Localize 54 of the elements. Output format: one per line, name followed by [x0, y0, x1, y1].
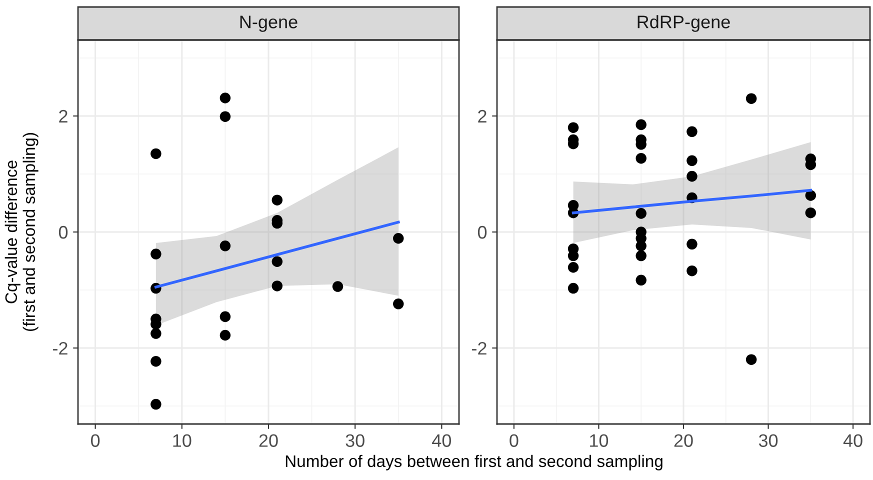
x-tick-label: 10: [173, 434, 192, 447]
y-tick-label: 0: [478, 226, 487, 239]
point: [150, 148, 162, 160]
x-tick-label: 40: [432, 434, 452, 447]
y-axis-title: Cq-value difference (first and second sampling): [4, 132, 38, 332]
point: [636, 208, 646, 219]
point: [746, 93, 757, 104]
point: [272, 256, 283, 267]
x-tick-label: 30: [346, 434, 364, 447]
point: [805, 207, 816, 218]
point: [150, 356, 162, 367]
point: [636, 250, 646, 262]
point: [636, 119, 646, 130]
point: [568, 282, 579, 294]
point: [150, 248, 162, 260]
x-tick-label: 0: [510, 434, 518, 447]
x-tick-label: 40: [843, 434, 862, 447]
x-axis-title: Number of days between first and second sampling: [286, 454, 662, 470]
x-tick-label: 0: [91, 434, 100, 447]
point: [272, 194, 283, 206]
point: [636, 274, 646, 286]
point: [686, 170, 698, 182]
point: [568, 262, 579, 273]
point: [150, 328, 162, 339]
x-tick-label: 10: [590, 434, 608, 447]
y-tick-label: 2: [478, 110, 486, 123]
point: [220, 111, 231, 122]
point: [686, 155, 698, 166]
point: [220, 92, 231, 104]
chart-title: RdRP-gene: [638, 15, 730, 32]
point: [805, 190, 816, 201]
point: [636, 240, 646, 252]
point: [150, 398, 162, 410]
point: [686, 238, 698, 250]
point: [393, 298, 404, 310]
x-tick-label: 20: [674, 434, 693, 447]
chart-title: N-gene: [240, 16, 298, 32]
point: [686, 126, 698, 138]
point: [686, 265, 698, 276]
point: [636, 152, 646, 164]
point: [332, 281, 344, 292]
point: [272, 280, 283, 292]
point: [220, 311, 231, 322]
point: [568, 122, 579, 133]
y-tick-label: 2: [59, 110, 68, 123]
point: [746, 354, 757, 365]
point: [220, 240, 231, 252]
y-tick-label: 0: [58, 226, 68, 239]
x-tick-label: 30: [758, 434, 778, 447]
point: [220, 330, 231, 341]
x-tick-label: 20: [259, 434, 278, 447]
y-tick-label: -2: [53, 342, 68, 355]
y-tick-label: -2: [472, 342, 486, 355]
point: [393, 233, 404, 244]
